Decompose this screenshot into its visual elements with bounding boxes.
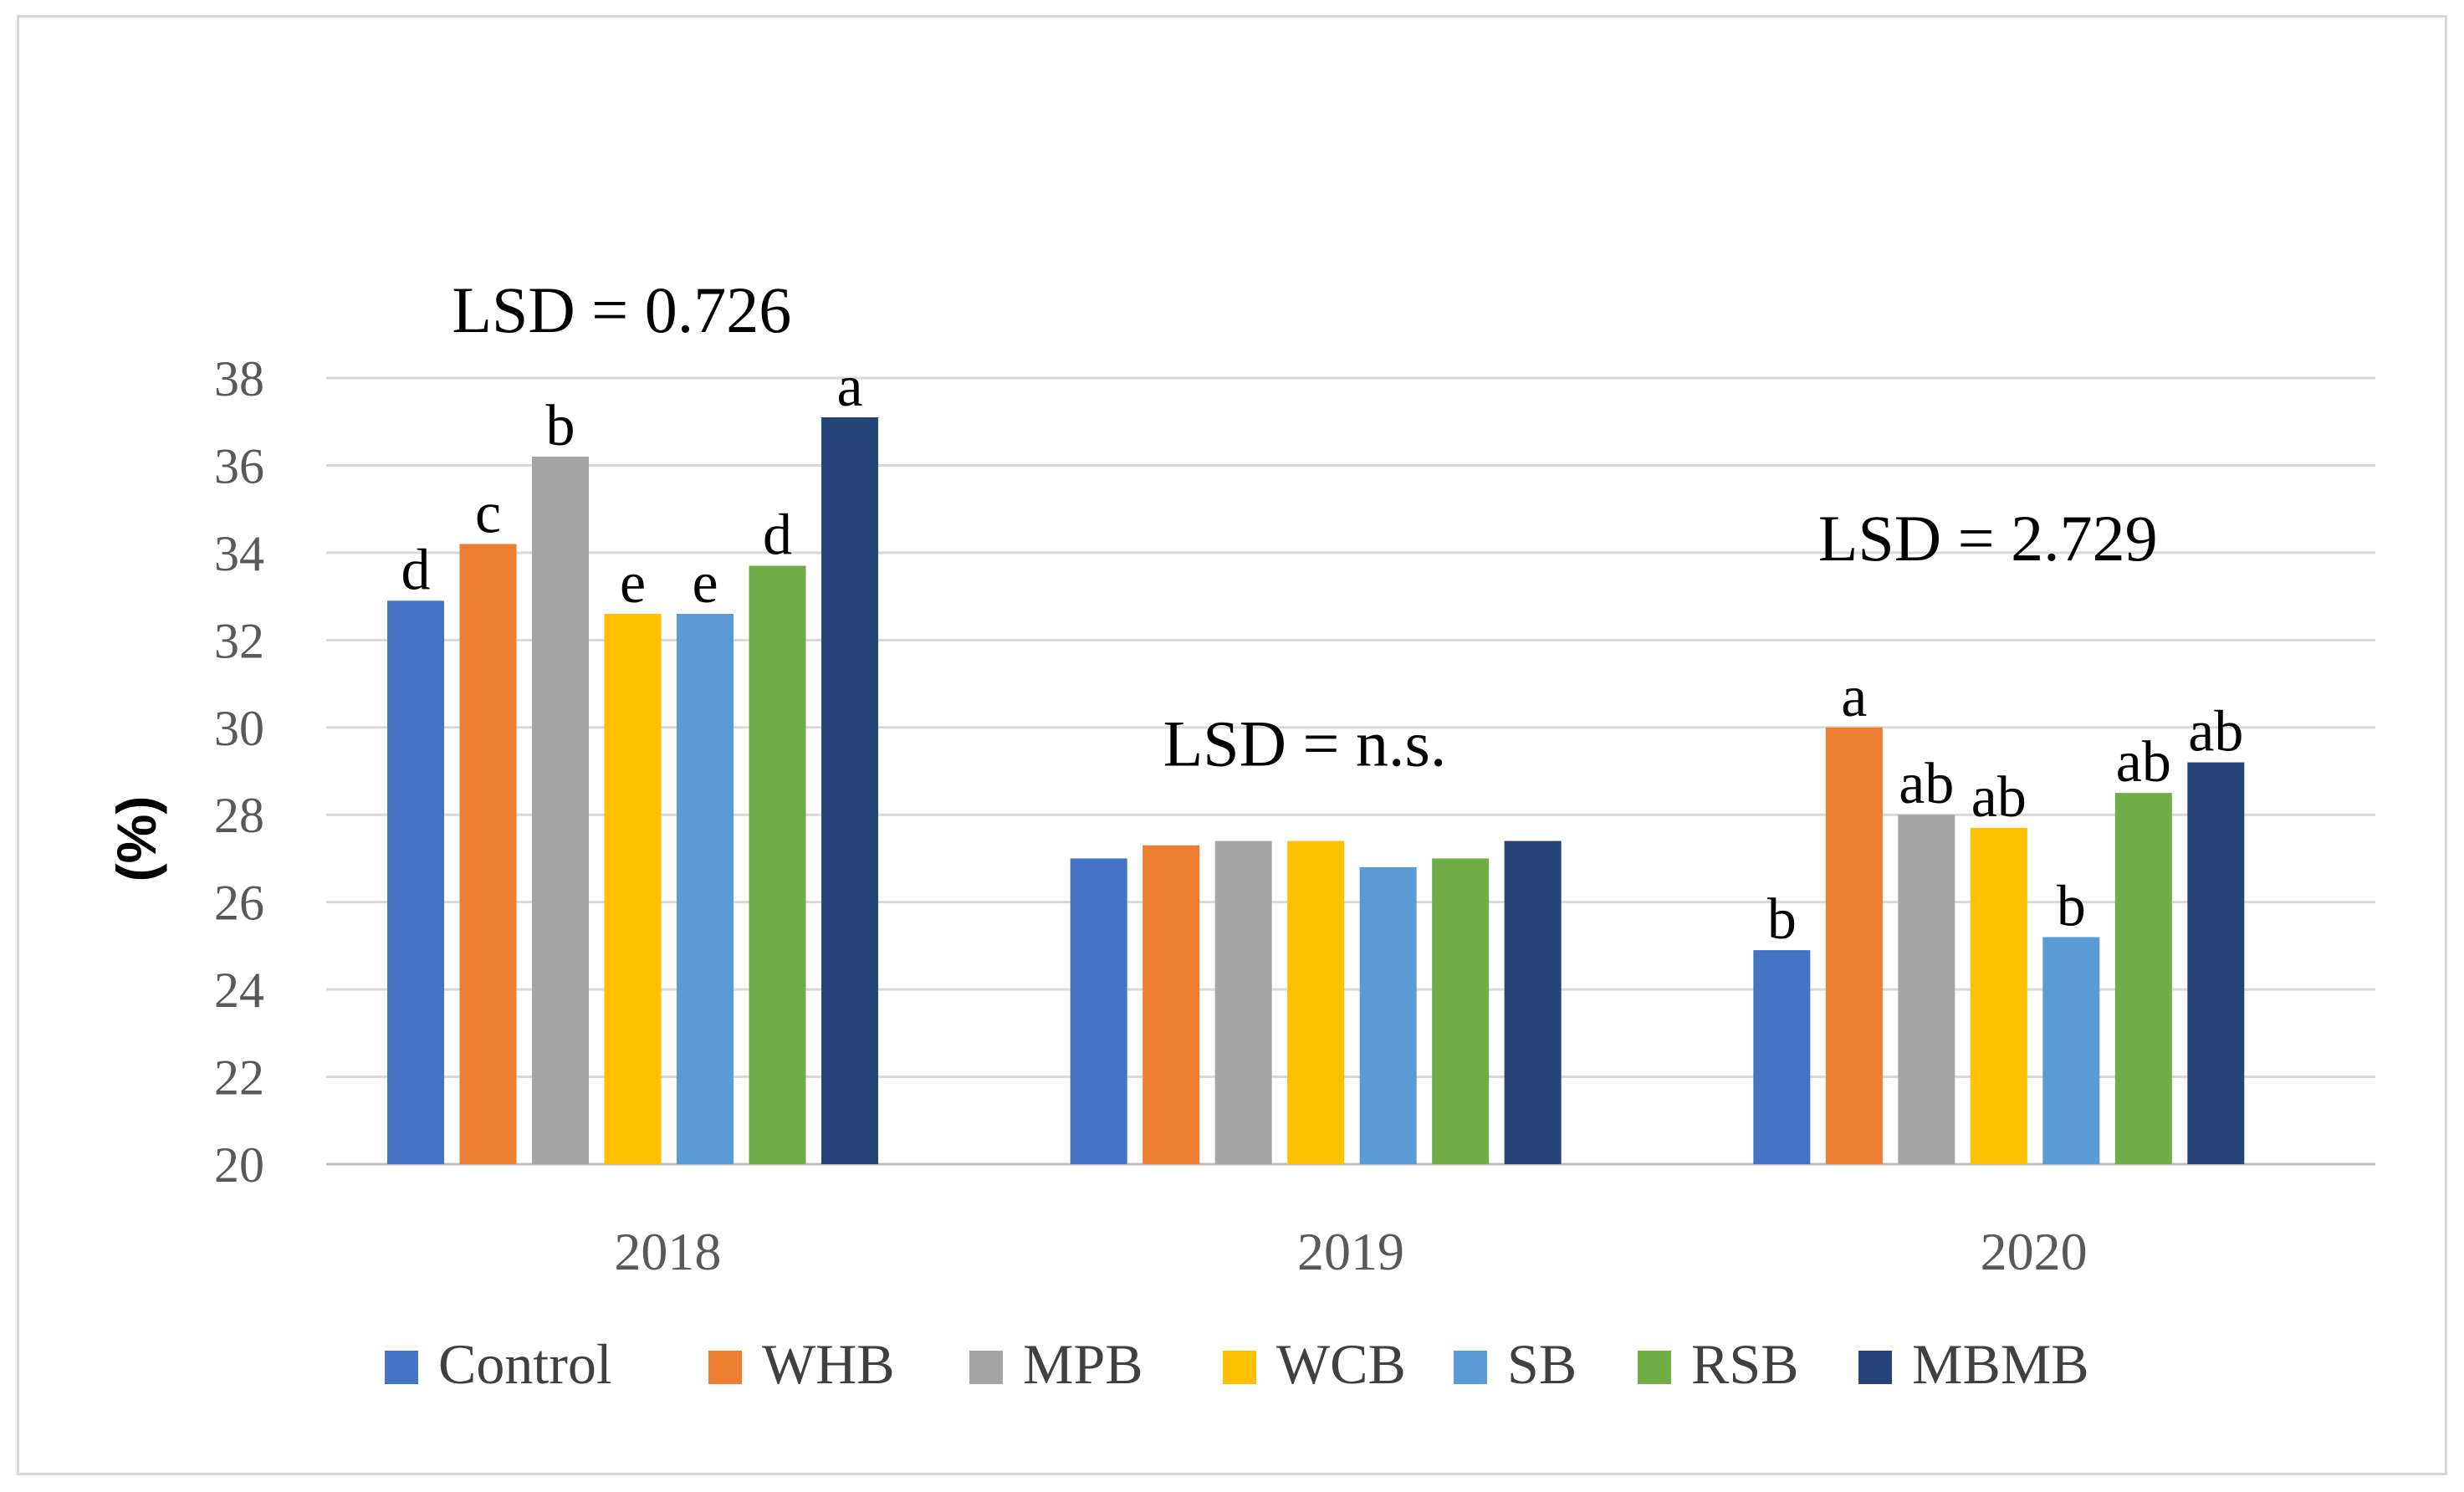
lsd-annotation: LSD = 2.729 xyxy=(1818,502,2158,575)
legend-swatch xyxy=(385,1351,418,1384)
y-tick-label: 34 xyxy=(214,526,264,581)
lsd-annotations: LSD = 0.726 LSD = n.s. LSD = 2.729 xyxy=(452,273,2157,780)
significance-letter: e xyxy=(620,551,646,616)
lsd-annotation: LSD = n.s. xyxy=(1163,708,1447,780)
x-category-label: 2019 xyxy=(1297,1222,1404,1281)
bar-whb-2019 xyxy=(1143,845,1200,1164)
significance-letter: d xyxy=(763,503,792,568)
bar-wcb-2018 xyxy=(604,614,662,1164)
bar-wcb-2019 xyxy=(1287,841,1345,1164)
significance-letter: e xyxy=(692,551,718,616)
legend-label: MPB xyxy=(1023,1332,1143,1396)
y-tick-label: 38 xyxy=(214,351,264,406)
legend-swatch xyxy=(1858,1351,1892,1384)
x-category-label: 2020 xyxy=(1981,1222,2088,1281)
lsd-annotation: LSD = 0.726 xyxy=(452,273,791,346)
significance-letter: ab xyxy=(2116,730,2171,795)
x-category-label: 2018 xyxy=(614,1222,721,1281)
legend-label: MBMB xyxy=(1912,1332,2089,1396)
bar-mpb-2018 xyxy=(532,457,589,1164)
legend-swatch xyxy=(1223,1351,1256,1384)
significance-letter: c xyxy=(475,481,501,545)
bar-sb-2020 xyxy=(2042,937,2100,1164)
gridlines xyxy=(326,376,2375,1166)
significance-letter: d xyxy=(401,538,431,602)
significance-letter: ab xyxy=(1899,752,1954,816)
y-tick-label: 22 xyxy=(214,1050,264,1106)
legend-item-mpb: MPB xyxy=(969,1332,1143,1396)
bar-mpb-2019 xyxy=(1214,841,1272,1164)
y-tick-label: 36 xyxy=(214,438,264,493)
legend-item-control: Control xyxy=(385,1332,612,1396)
legend-swatch xyxy=(708,1351,742,1384)
y-tick-label: 30 xyxy=(214,701,264,756)
bar-mbmb-2019 xyxy=(1504,841,1562,1164)
significance-letter: ab xyxy=(1971,765,2027,830)
legend-label: WCB xyxy=(1276,1332,1406,1396)
bar-rsb-2019 xyxy=(1432,858,1490,1164)
bar-rsb-2018 xyxy=(749,565,806,1164)
bars xyxy=(387,417,2245,1164)
y-tick-label: 28 xyxy=(214,788,264,843)
significance-letter: a xyxy=(836,355,862,419)
legend-item-whb: WHB xyxy=(708,1332,895,1396)
y-axis-tick-labels: 20 22 24 26 28 30 32 34 36 38 xyxy=(214,351,264,1193)
legend-item-mbmb: MBMB xyxy=(1858,1332,2089,1396)
legend-item-rsb: RSB xyxy=(1638,1332,1799,1396)
y-tick-label: 20 xyxy=(214,1137,264,1193)
legend: Control WHB MPB WCB SB RSB MBMB xyxy=(385,1332,2089,1396)
bar-mpb-2020 xyxy=(1898,815,1955,1164)
legend-label: SB xyxy=(1507,1332,1577,1396)
y-axis-label: (%) xyxy=(105,796,167,882)
bar-whb-2020 xyxy=(1825,727,1883,1164)
significance-letter: a xyxy=(1841,665,1867,729)
legend-item-sb: SB xyxy=(1454,1332,1577,1396)
bar-rsb-2020 xyxy=(2114,793,2172,1164)
legend-swatch xyxy=(969,1351,1003,1384)
legend-label: Control xyxy=(438,1332,612,1396)
y-tick-label: 32 xyxy=(214,613,264,668)
x-axis-category-labels: 2018 2019 2020 xyxy=(614,1222,2087,1281)
significance-letter: b xyxy=(546,394,575,458)
legend-swatch xyxy=(1454,1351,1487,1384)
significance-letter: b xyxy=(1767,887,1797,952)
bar-control-2020 xyxy=(1753,950,1811,1164)
significance-letter: b xyxy=(2057,874,2086,938)
bar-control-2019 xyxy=(1070,858,1127,1164)
significance-letter: ab xyxy=(2188,700,2243,764)
legend-swatch xyxy=(1638,1351,1671,1384)
bar-sb-2018 xyxy=(677,614,734,1164)
bar-whb-2018 xyxy=(459,544,517,1164)
bar-wcb-2020 xyxy=(1970,827,2027,1164)
bar-control-2018 xyxy=(387,600,444,1164)
bar-sb-2019 xyxy=(1359,866,1417,1164)
legend-label: WHB xyxy=(762,1332,895,1396)
bar-mbmb-2020 xyxy=(2187,762,2245,1164)
legend-label: RSB xyxy=(1691,1332,1799,1396)
y-tick-label: 24 xyxy=(214,963,264,1018)
bar-mbmb-2018 xyxy=(821,417,878,1164)
legend-item-wcb: WCB xyxy=(1223,1332,1406,1396)
y-tick-label: 26 xyxy=(214,876,264,931)
